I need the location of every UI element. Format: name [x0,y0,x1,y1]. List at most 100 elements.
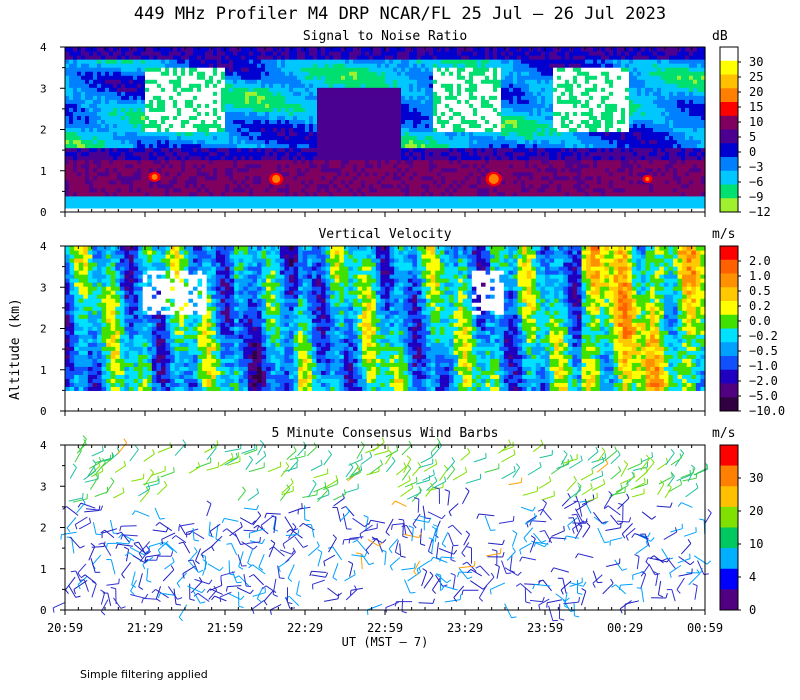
snr-cell [461,59,466,64]
snr-cell [77,171,82,177]
snr-cell [405,123,410,129]
snr-cell [261,79,266,84]
snr-cell [541,83,546,88]
snr-cell [325,187,330,193]
snr-cell [313,135,318,141]
snr-cell [373,67,378,72]
snr-cell [433,51,438,56]
snr-cell [229,191,234,197]
snr-cell [341,171,346,177]
snr-cell [149,151,154,157]
snr-cell [185,83,190,88]
snr-cell [493,55,498,60]
snr-cell [349,83,354,88]
snr-cell [513,63,518,68]
snr-cell [369,51,374,56]
snr-cell [313,199,318,205]
snr-cell [197,191,202,197]
snr-cell [273,47,278,52]
snr-cell [325,47,330,52]
snr-cell [429,135,434,141]
snr-cell [305,75,310,80]
snr-cell [117,151,122,157]
snr-cell [345,71,350,76]
snr-cell [281,199,286,205]
snr-cell [249,151,254,157]
snr-cell [509,51,514,56]
snr-cell [137,151,142,157]
snr-cell [193,75,198,80]
snr-cell [357,55,362,60]
snr-cell [265,91,270,96]
snr-cell [77,83,82,88]
snr-cell [549,103,554,108]
snr-cell [217,187,222,193]
snr-cell [529,195,534,201]
snr-cell [233,103,238,108]
snr-cell [309,75,314,80]
snr-cell [321,203,326,209]
snr-cell [173,135,178,141]
snr-cell [157,51,162,56]
snr-cell [389,159,394,165]
snr-cell [65,83,70,88]
snr-cell [441,187,446,193]
snr-cell [381,203,386,209]
snr-cell [165,195,170,201]
snr-cell [209,67,214,72]
snr-cell [293,55,298,60]
snr-cell [485,147,490,153]
snr-cell [157,179,162,185]
snr-cell [413,199,418,205]
snr-cell [345,47,350,52]
snr-cell [341,195,346,201]
snr-cell [257,187,262,193]
snr-cell [561,111,566,116]
snr-cell [93,91,98,96]
snr-cell [461,87,466,92]
snr-cell [421,139,426,145]
snr-cell [469,199,474,205]
snr-cell [505,179,510,185]
snr-cell [137,51,142,56]
snr-cell [77,63,82,68]
snr-cell [369,63,374,68]
snr-cell [209,59,214,64]
snr-cell [165,87,170,92]
snr-cell [377,203,382,209]
snr-cell [385,51,390,56]
snr-cell [457,171,462,177]
snr-cell [197,71,202,76]
snr-cell [345,159,350,165]
snr-cell [225,191,230,197]
snr-cell [313,99,318,104]
snr-cell [557,83,562,88]
snr-cell [545,131,550,137]
snr-cell [333,127,338,133]
snr-cell [165,55,170,60]
snr-cell [129,111,134,116]
snr-cell [533,187,538,193]
snr-cell [337,75,342,80]
snr-cell [441,119,446,125]
snr-cell [345,115,350,120]
snr-cell [237,131,242,137]
snr-cell [65,91,70,96]
snr-cell [113,115,118,120]
snr-cell [285,195,290,201]
snr-cell [425,47,430,52]
snr-cell [165,167,170,173]
snr-cell [549,195,554,201]
snr-cell [449,135,454,141]
snr-cell [401,47,406,52]
snr-cell [133,151,138,157]
snr-cell [273,143,278,149]
snr-cell [469,75,474,80]
snr-cell [377,139,382,145]
snr-cell [217,119,222,125]
snr-cell [141,199,146,205]
snr-cell [473,75,478,80]
snr-cell [509,139,514,145]
snr-cell [101,191,106,197]
snr-cell [229,135,234,141]
